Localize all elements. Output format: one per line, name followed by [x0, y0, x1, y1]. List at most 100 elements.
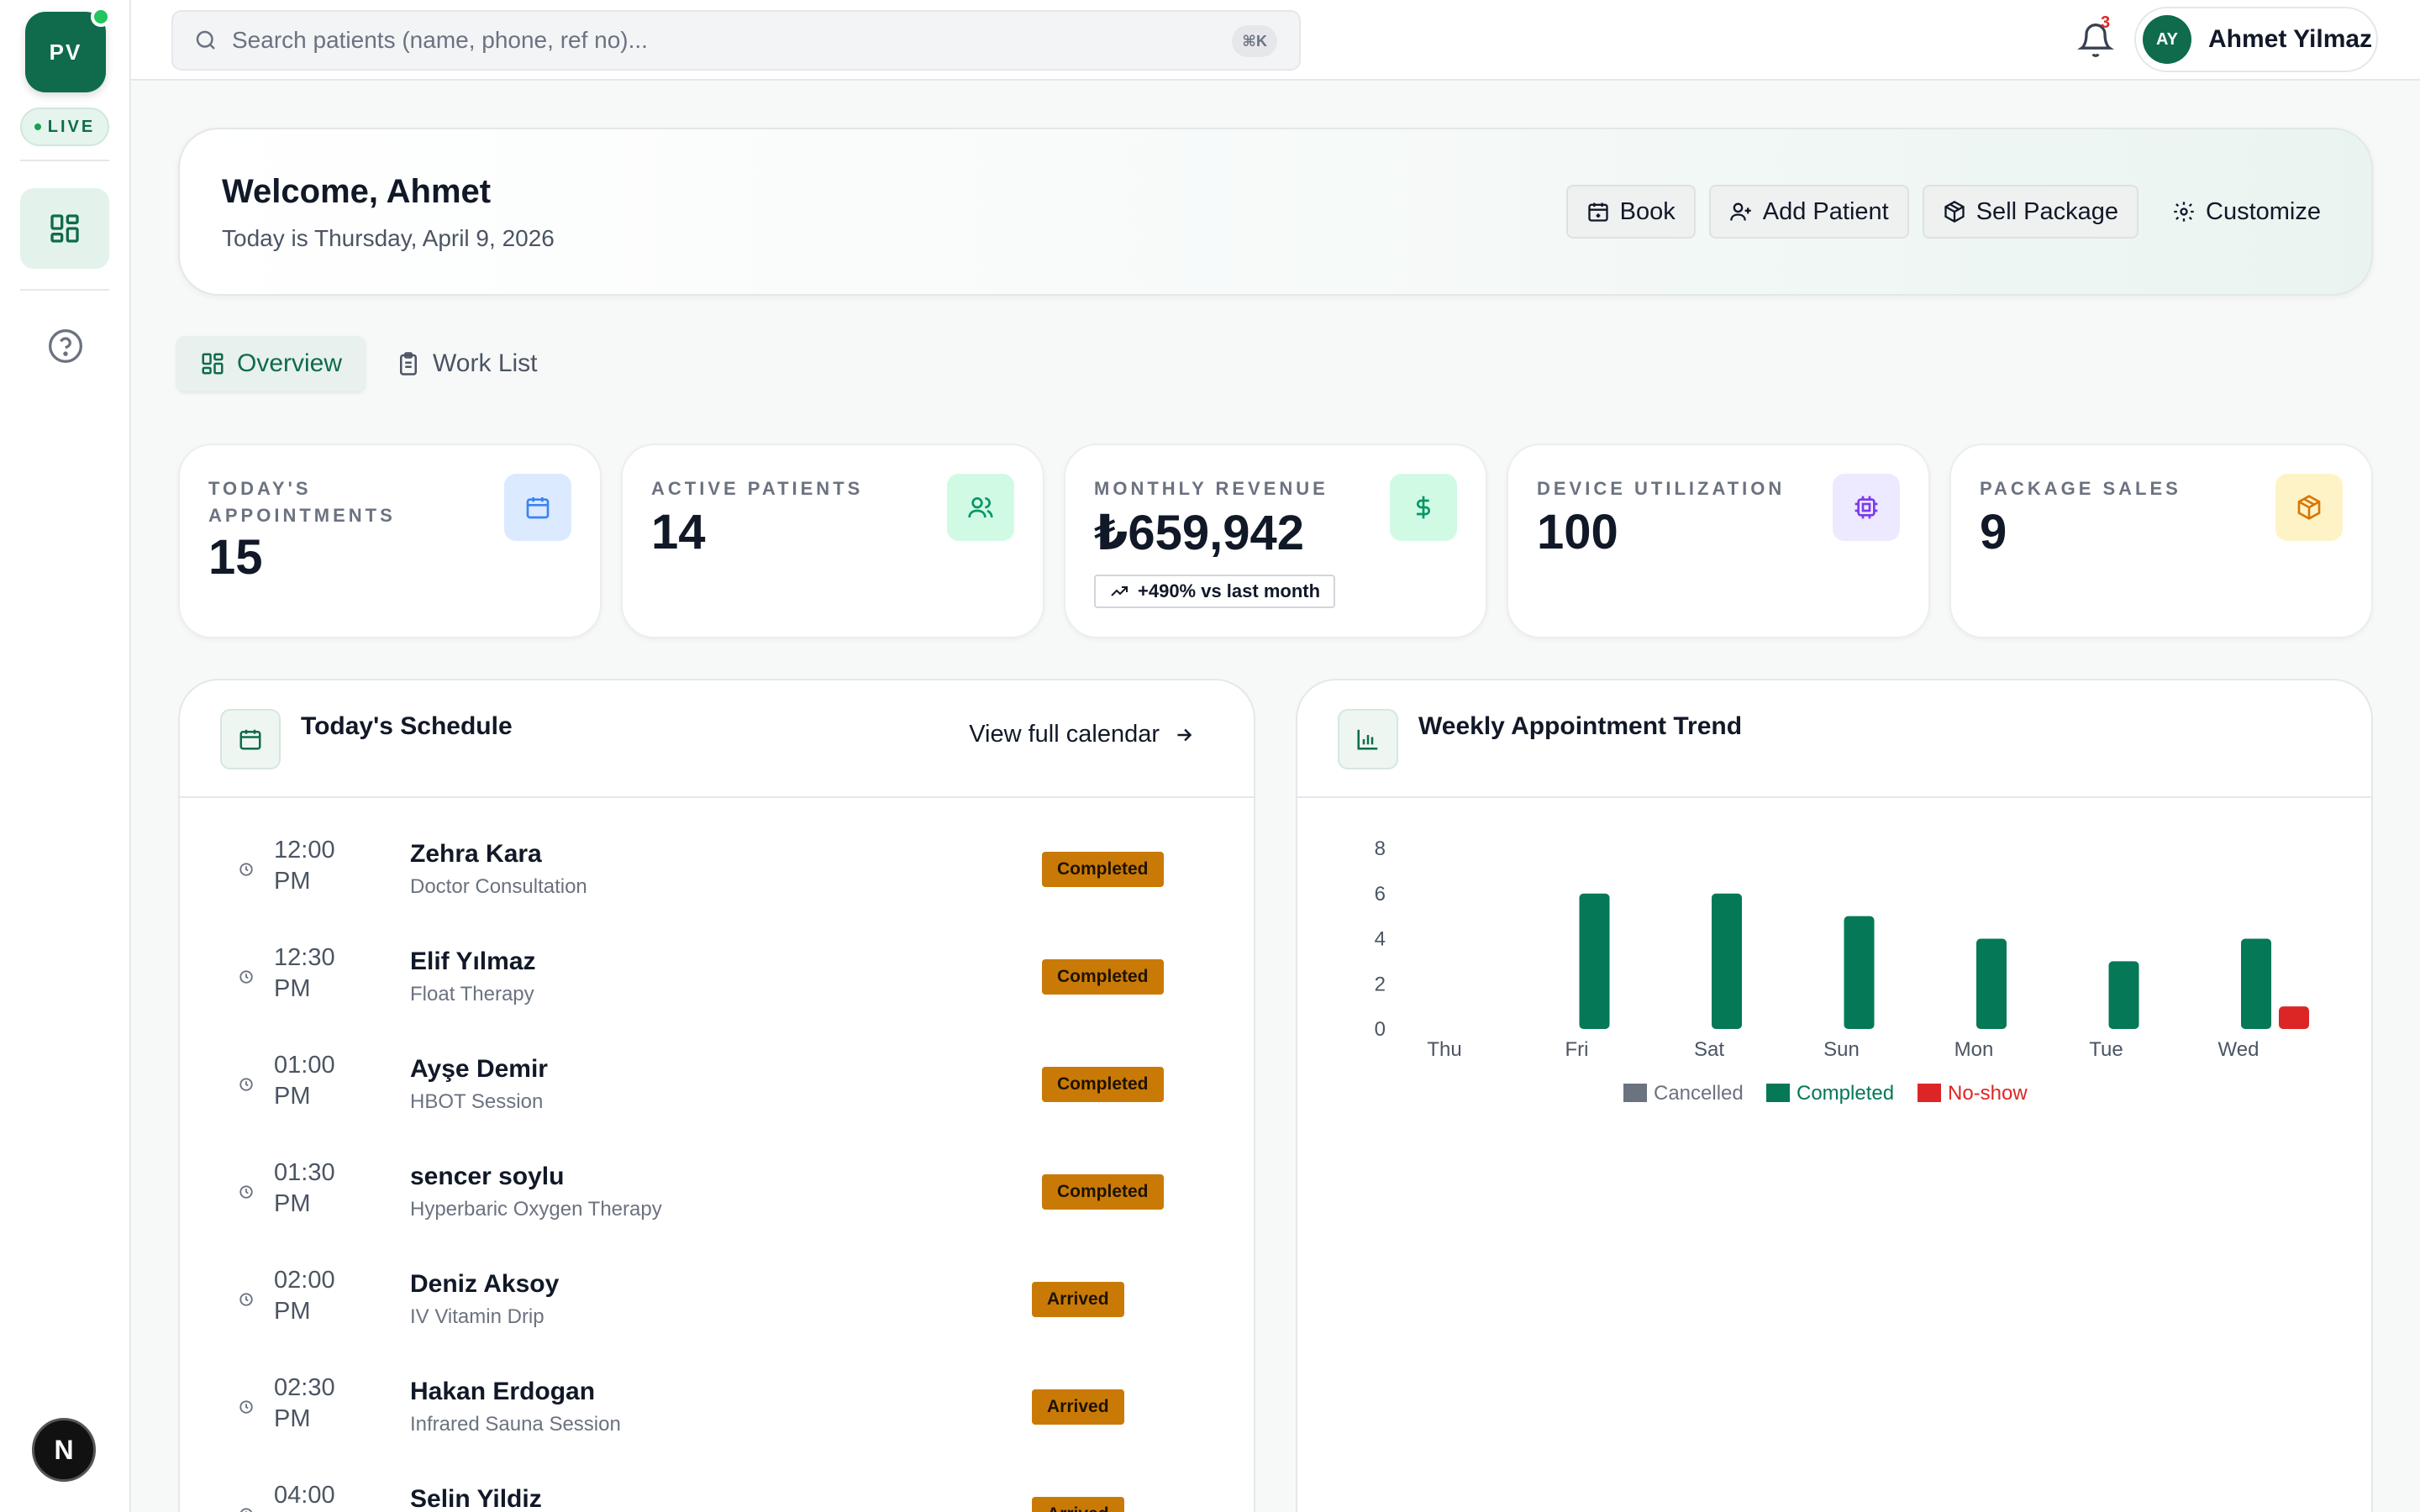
stat-icon-box — [2275, 474, 2343, 541]
service-name: Float Therapy — [410, 983, 534, 1005]
service-name: Hyperbaric Oxygen Therapy — [410, 1198, 662, 1221]
stat-card-device-utilization[interactable]: DEVICE UTILIZATION 100 — [1507, 444, 1930, 638]
calendar-icon — [526, 497, 550, 519]
list-item[interactable]: 12:30 PM Elif Yılmaz Float Therapy Compl… — [180, 934, 1254, 1042]
clock-icon — [239, 1078, 253, 1091]
help-icon[interactable] — [47, 328, 84, 365]
list-item[interactable]: 01:00 PM Ayşe Demir HBOT Session Complet… — [180, 1042, 1254, 1149]
schedule-header: Today's Schedule View full calendar — [180, 680, 1254, 798]
sidebar-item-dashboard[interactable] — [20, 188, 109, 269]
bar-chart-icon — [1357, 729, 1378, 750]
weekly-trend-chart: 0 2 4 6 8 Thu Fri Sat Sun Mon Tue Wed Cancelled Compl… — [1375, 837, 2309, 1105]
legend-label: No-show — [1948, 1082, 2028, 1105]
notification-count: 3 — [2101, 13, 2111, 32]
x-tick-label: Thu — [1427, 1038, 1461, 1061]
status-badge: Arrived — [1032, 1497, 1124, 1512]
sidebar-divider — [20, 289, 109, 291]
dashboard-icon — [50, 214, 79, 243]
stat-value: 14 — [651, 505, 706, 559]
grid-icon — [202, 353, 224, 375]
stat-card-patients[interactable]: ACTIVE PATIENTS 14 — [621, 444, 1044, 638]
appointment-time: 12:00 PM — [274, 837, 335, 895]
schedule-panel: Today's Schedule View full calendar 12:0… — [178, 679, 1255, 1512]
book-button[interactable]: Book — [1565, 185, 1696, 239]
quick-actions: Book Add Patient Sell Package Customize — [1565, 185, 2341, 239]
customize-button[interactable]: Customize — [2152, 185, 2341, 239]
service-name: IV Vitamin Drip — [410, 1305, 544, 1328]
service-name: Infrared Sauna Session — [410, 1413, 621, 1436]
chart-bar-completed — [1579, 893, 1610, 1029]
chart-bar-completed — [1976, 938, 2007, 1029]
tab-overview-label: Overview — [237, 349, 343, 377]
revenue-trend-text: +490% vs last month — [1138, 580, 1321, 601]
patient-name: Ayşe Demir — [410, 1055, 548, 1083]
schedule-icon-box — [220, 709, 281, 769]
list-item[interactable]: 01:30 PM sencer soylu Hyperbaric Oxygen … — [180, 1149, 1254, 1257]
x-tick-label: Wed — [2218, 1038, 2260, 1061]
topbar: ⌘K 3 AY Ahmet Yilmaz — [131, 0, 2420, 81]
stat-card-revenue[interactable]: MONTHLY REVENUE ₺659,942 +490% vs last m… — [1064, 444, 1487, 638]
view-full-calendar-link[interactable]: View full calendar — [969, 721, 1195, 748]
book-label: Book — [1619, 197, 1676, 225]
status-badge: Completed — [1042, 959, 1164, 995]
status-badge: Arrived — [1032, 1282, 1124, 1317]
search-shortcut: ⌘K — [1232, 25, 1277, 57]
dollar-icon — [1417, 496, 1430, 519]
stat-card-appointments[interactable]: TODAY'S APPOINTMENTS 15 — [178, 444, 602, 638]
legend-swatch — [1766, 1084, 1790, 1102]
search-input[interactable] — [232, 27, 1190, 54]
clock-icon — [239, 1185, 253, 1199]
tab-work-list[interactable]: Work List — [372, 336, 560, 391]
stat-value: 100 — [1537, 505, 1618, 559]
list-item[interactable]: 02:00 PM Deniz Aksoy IV Vitamin Drip Arr… — [180, 1257, 1254, 1364]
appointment-time: 12:30 PM — [274, 944, 335, 1002]
list-item[interactable]: 12:00 PM Zehra Kara Doctor Consultation … — [180, 827, 1254, 934]
status-badge: Completed — [1042, 1174, 1164, 1210]
dev-tools-avatar[interactable]: N — [32, 1418, 96, 1482]
stat-label: ACTIVE PATIENTS — [651, 478, 864, 499]
list-item[interactable]: 02:30 PM Hakan Erdogan Infrared Sauna Se… — [180, 1364, 1254, 1472]
live-label: LIVE — [47, 117, 96, 136]
stat-label: TODAY'S APPOINTMENTS — [208, 478, 396, 526]
welcome-banner: Welcome, Ahmet Today is Thursday, April … — [178, 128, 2373, 296]
page-title: Welcome, Ahmet — [222, 173, 492, 210]
sidebar-divider — [20, 160, 109, 161]
patient-name: Selin Yildiz — [410, 1485, 542, 1512]
appointment-time: 02:30 PM — [274, 1374, 335, 1432]
stat-icon-box — [1390, 474, 1457, 541]
stat-label: PACKAGE SALES — [1980, 478, 2181, 499]
live-badge: LIVE — [20, 108, 109, 146]
stat-icon-box — [504, 474, 571, 541]
app-logo[interactable]: PV — [25, 7, 111, 92]
list-item[interactable]: 04:00 Selin Yildiz Arrived — [180, 1472, 1254, 1512]
stat-value: ₺659,942 — [1094, 506, 1305, 560]
sell-package-button[interactable]: Sell Package — [1922, 185, 2139, 239]
appointment-time: 04:00 — [274, 1482, 335, 1509]
tab-overview[interactable]: Overview — [176, 336, 366, 391]
appointment-time: 01:00 PM — [274, 1052, 335, 1110]
schedule-title: Today's Schedule — [301, 712, 513, 740]
user-menu[interactable]: AY Ahmet Yilmaz — [2134, 7, 2378, 72]
clock-icon — [239, 970, 253, 984]
legend-label: Cancelled — [1654, 1082, 1744, 1105]
chart-bar-completed — [2108, 961, 2139, 1029]
trend-title: Weekly Appointment Trend — [1418, 712, 1743, 740]
calendar-icon — [239, 729, 261, 750]
y-tick-label: 0 — [1375, 1018, 1386, 1041]
stat-value: 9 — [1980, 505, 2007, 559]
legend-label: Completed — [1797, 1082, 1894, 1105]
clock-icon — [239, 1293, 253, 1306]
x-tick-label: Sun — [1823, 1038, 1860, 1061]
dev-tools-letter: N — [54, 1434, 74, 1465]
calendar-plus-icon — [1587, 202, 1608, 222]
stat-card-package-sales[interactable]: PACKAGE SALES 9 — [1949, 444, 2373, 638]
tab-work-list-label: Work List — [433, 349, 538, 377]
stat-icon-box — [947, 474, 1014, 541]
service-name: HBOT Session — [410, 1090, 544, 1113]
chart-bar-no-show — [2279, 1006, 2309, 1029]
add-patient-button[interactable]: Add Patient — [1708, 185, 1909, 239]
x-tick-label: Sat — [1694, 1038, 1724, 1061]
legend-swatch — [1623, 1084, 1647, 1102]
bell-icon[interactable] — [2077, 22, 2114, 59]
trending-up-icon — [1111, 586, 1128, 596]
